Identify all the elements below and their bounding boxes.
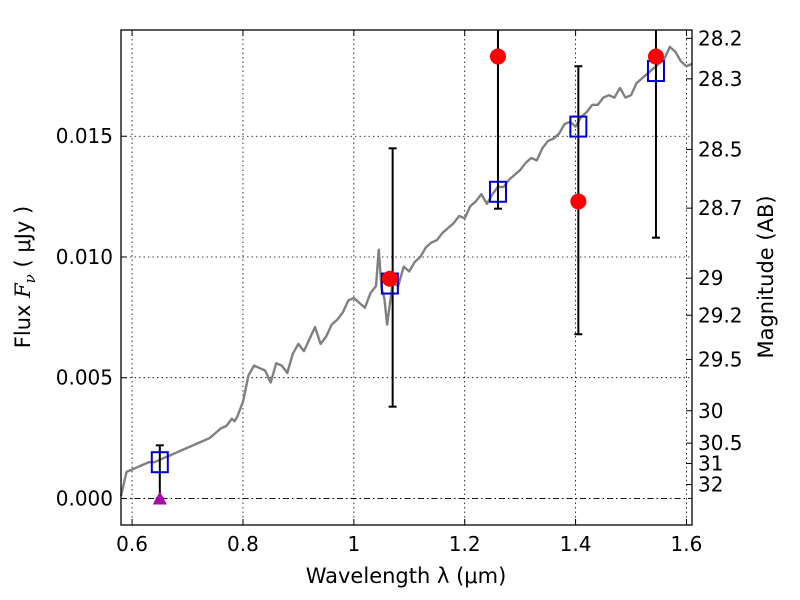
y-axis-label-prefix: Flux [11,298,35,348]
x-tick-label: 1.6 [671,532,703,556]
y-axis-label-subscript: ν [21,274,39,283]
y2-axis-label: Magnitude (AB) [754,195,778,358]
plot-layer [119,30,693,505]
x-tick-label: 1.2 [449,532,481,556]
x-axis-label: Wavelength λ (μm) [306,564,507,588]
model-square-marker [569,115,588,138]
y-tick-label: 0.015 [56,124,113,148]
y-tick-label: 0.005 [56,366,113,390]
y2-tick-label: 29.5 [698,347,743,371]
grid-layer [121,30,692,525]
y2-tick-label: 29.2 [698,303,743,327]
axis-layer: 0.6 0.8 1 1.2 1.4 1.6 0.000 0.005 0.010 0.015 28.2… [56,26,743,556]
x-tick-label: 1 [347,532,360,556]
x-tick-label: 0.8 [227,532,259,556]
y-tick-label: 0.010 [56,245,113,269]
y-axis-label-suffix: ( μJy ) [11,206,35,274]
y2-tick-label: 28.2 [698,26,743,50]
y2-tick-label: 29 [698,266,723,290]
y2-tick-label: 31 [698,452,723,476]
y2-tick-label: 28.5 [698,137,743,161]
model-square-marker [150,451,169,474]
y2-tick-label: 30 [698,399,723,423]
observed-circle-marker [570,193,587,210]
y2-tick-label: 28.3 [698,67,743,91]
y2-tick-label: 28.7 [698,196,743,220]
y2-tick-label: 30.5 [698,431,743,455]
model-square-marker [488,180,507,203]
observed-circle-marker [647,48,664,65]
y-axis-label-symbol: F [11,282,35,299]
x-tick-label: 0.6 [116,532,148,556]
y2-tick-label: 32 [698,473,723,497]
x-tick-label: 1.4 [560,532,592,556]
y-tick-label: 0.000 [56,486,113,510]
observed-circle-marker [381,270,398,287]
y-axis-label: Flux Fν ( μJy ) [11,206,39,348]
observed-circle-marker [489,48,506,65]
plot-frame [120,29,693,526]
upper-limit-triangle-marker [152,491,167,505]
